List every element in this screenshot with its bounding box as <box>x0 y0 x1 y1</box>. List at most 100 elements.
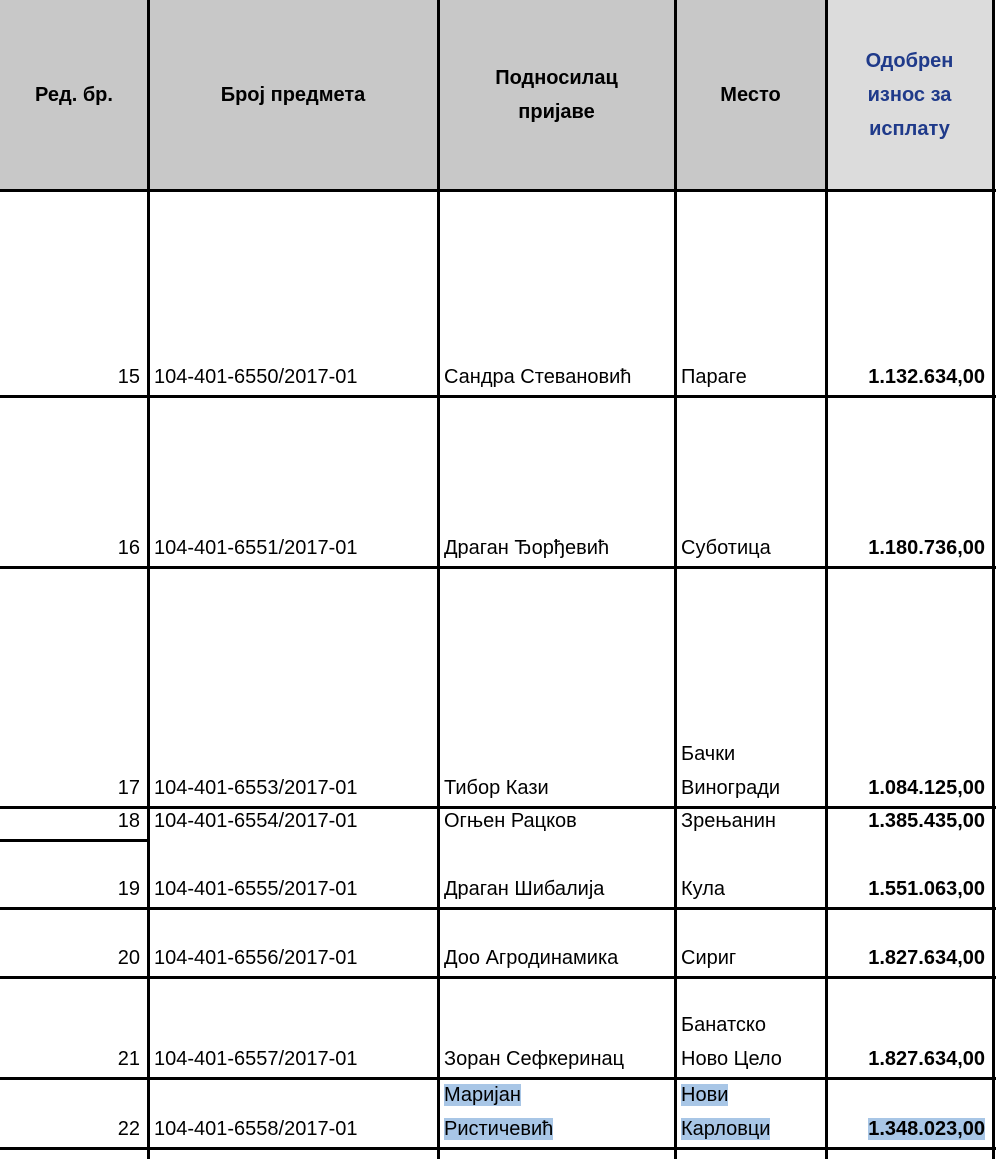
table-cell: 21 <box>0 1042 140 1076</box>
cell-text: Огњен Рацков <box>444 810 577 832</box>
cell-text: 20 <box>117 947 140 969</box>
cell-text: 15 <box>117 366 140 388</box>
grid-line <box>0 976 996 979</box>
cell-text: Виногради <box>681 777 781 799</box>
cell-text: 22 <box>117 1118 140 1140</box>
cell-text: 104-401-6554/2017-01 <box>154 810 358 832</box>
cell-text: Сандра Стевановић <box>444 366 632 388</box>
table-cell: Сириг <box>681 941 824 975</box>
table-cell: Зрењанин <box>681 804 824 838</box>
table-cell: Параге <box>681 360 824 394</box>
table-cell: 104-401-6558/2017-01 <box>154 1112 436 1146</box>
header-text: Број предмета <box>220 84 366 106</box>
cell-text: 1.827.634,00 <box>868 947 985 969</box>
header-cell: Место <box>675 0 826 190</box>
header-bg <box>0 0 826 190</box>
cell-text: Зоран Сефкеринац <box>444 1048 625 1070</box>
grid-line <box>0 1077 996 1080</box>
table-cell: 16 <box>0 531 140 565</box>
cell-text: Драган Ђорђевић <box>444 537 610 559</box>
cell-text: Драган Шибалија <box>444 878 605 900</box>
table-cell: 1.180.736,00 <box>826 531 985 565</box>
header-text: Место <box>720 84 781 106</box>
cell-text: 104-401-6551/2017-01 <box>154 537 358 559</box>
table-cell: 15 <box>0 360 140 394</box>
table-cell: 18 <box>0 804 140 838</box>
cell-text: 104-401-6550/2017-01 <box>154 366 358 388</box>
table-cell: Доо Агродинамика <box>444 941 673 975</box>
table-cell: Банатско Ново Цело <box>681 1008 824 1076</box>
cell-text: Тибор Кази <box>444 777 549 799</box>
cell-text: Карловци <box>681 1118 771 1140</box>
header-text: Одобрен <box>865 50 954 72</box>
grid-line <box>147 0 150 1159</box>
cell-text: 1.385.435,00 <box>868 810 985 832</box>
cell-text: Параге <box>681 366 747 388</box>
grid-line <box>437 0 440 1159</box>
cell-text: Доо Агродинамика <box>444 947 619 969</box>
table-cell: 19 <box>0 872 140 906</box>
table-cell: Кула <box>681 872 824 906</box>
grid-line <box>674 0 677 1159</box>
table-cell: 1.348.023,00 <box>826 1112 985 1146</box>
cell-text: 1.551.063,00 <box>868 878 985 900</box>
table-cell: Драган Шибалија <box>444 872 673 906</box>
table-cell: 1.084.125,00 <box>826 771 985 805</box>
table-cell: Драган Ђорђевић <box>444 531 673 565</box>
cell-text: 21 <box>117 1048 140 1070</box>
table-cell: 17 <box>0 771 140 805</box>
header-bg <box>826 0 993 190</box>
table-cell: 104-401-6555/2017-01 <box>154 872 436 906</box>
table-cell: Маријан Ристичевић <box>444 1078 673 1146</box>
cell-text: 104-401-6553/2017-01 <box>154 777 358 799</box>
cell-text: 1.084.125,00 <box>868 777 985 799</box>
header-text: Ред. бр. <box>35 84 113 106</box>
table-cell: Суботица <box>681 531 824 565</box>
header-text: пријаве <box>518 101 595 123</box>
table-cell: Бачки Виногради <box>681 737 824 805</box>
table-cell: 104-401-6550/2017-01 <box>154 360 436 394</box>
header-text: износ за <box>867 84 952 106</box>
header-cell: Број предмета <box>148 0 438 190</box>
table-cell: Нови Карловци <box>681 1078 824 1146</box>
table-cell: 22 <box>0 1112 140 1146</box>
cell-text: 104-401-6557/2017-01 <box>154 1048 358 1070</box>
header-cell: Одобрен износ за исплату <box>826 0 993 190</box>
grid-line <box>0 839 148 842</box>
cell-text: 1.132.634,00 <box>868 366 985 388</box>
table-cell: 104-401-6557/2017-01 <box>154 1042 436 1076</box>
cell-text: Бачки <box>681 743 736 765</box>
table-cell: Тибор Кази <box>444 771 673 805</box>
cell-text: 104-401-6558/2017-01 <box>154 1118 358 1140</box>
cell-text: 19 <box>117 878 140 900</box>
cell-text: Нови <box>681 1084 729 1106</box>
grid-line <box>825 0 828 1159</box>
cell-text: Суботица <box>681 537 771 559</box>
table-cell: 20 <box>0 941 140 975</box>
table-cell: 1.827.634,00 <box>826 1042 985 1076</box>
cell-text: Сириг <box>681 947 737 969</box>
cell-text: 1.180.736,00 <box>868 537 985 559</box>
header-cell: Ред. бр. <box>0 0 148 190</box>
header-cell: Подносилац пријаве <box>438 0 675 190</box>
cell-text: 17 <box>117 777 140 799</box>
cell-text: Зрењанин <box>681 810 776 832</box>
cell-text: Банатско <box>681 1014 767 1036</box>
cell-text: 104-401-6555/2017-01 <box>154 878 358 900</box>
cell-text: 1.827.634,00 <box>868 1048 985 1070</box>
grid-line <box>0 806 996 809</box>
table-cell: 1.132.634,00 <box>826 360 985 394</box>
cell-text: Ристичевић <box>444 1118 554 1140</box>
header-text: Подносилац <box>495 67 618 89</box>
cell-text: 18 <box>117 810 140 832</box>
table-cell: Зоран Сефкеринац <box>444 1042 673 1076</box>
table-cell: Огњен Рацков <box>444 804 673 838</box>
grid-line <box>992 0 995 1159</box>
cell-text: 104-401-6556/2017-01 <box>154 947 358 969</box>
grid-line <box>0 1147 996 1150</box>
grid-line <box>0 907 996 910</box>
table-cell: 104-401-6551/2017-01 <box>154 531 436 565</box>
cell-text: Маријан <box>444 1084 521 1106</box>
table-cell: 104-401-6556/2017-01 <box>154 941 436 975</box>
